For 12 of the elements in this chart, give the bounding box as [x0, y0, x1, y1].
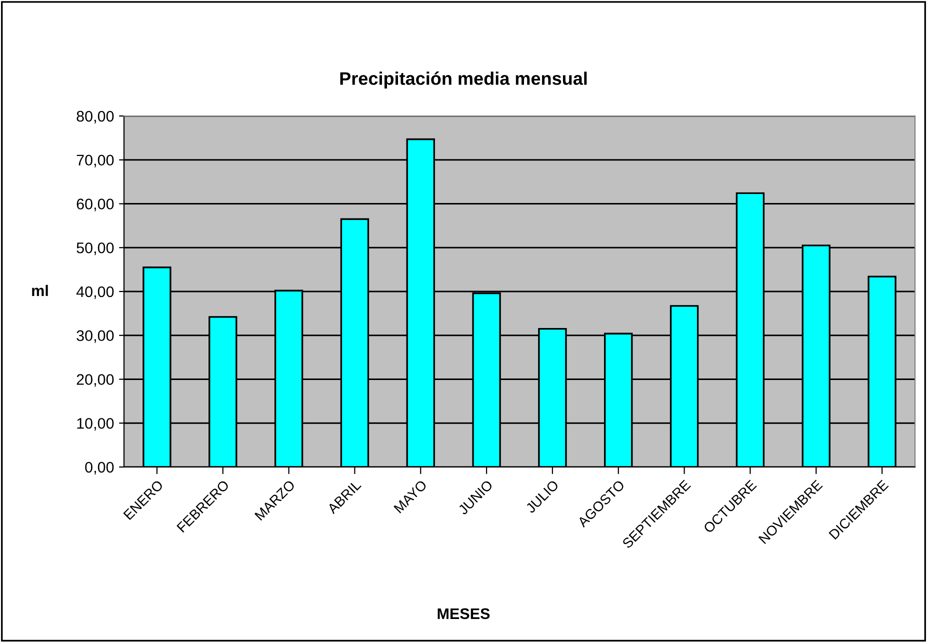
y-tick-label: 30,00 [76, 330, 114, 343]
chart-title: Precipitación media mensual [340, 72, 587, 88]
y-tick-label: 40,00 [76, 286, 114, 299]
y-tick-label: 80,00 [76, 110, 114, 124]
y-tick-label: 70,00 [76, 154, 114, 168]
y-tick-label: 50,00 [76, 242, 114, 256]
y-tick-label: 20,00 [76, 374, 114, 387]
x-axis-title: MESES [438, 608, 490, 620]
y-tick-label: 10,00 [77, 418, 114, 431]
y-axis-title: ml [32, 284, 48, 296]
y-tick-label: 60,00 [76, 198, 114, 212]
y-tick-label: 0,00 [85, 462, 114, 474]
